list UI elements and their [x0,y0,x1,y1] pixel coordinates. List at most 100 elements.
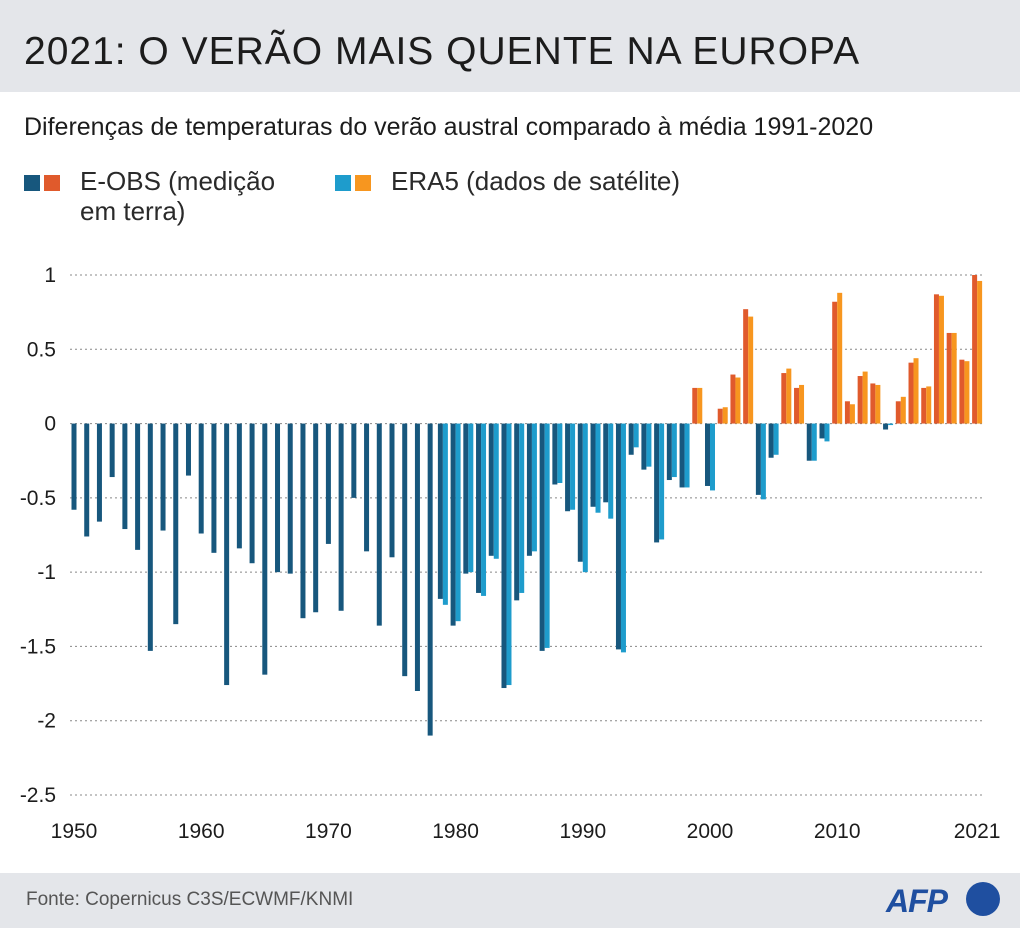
bar-eobs [160,423,166,531]
bar-eobs [895,401,901,424]
bar-era5 [938,295,944,424]
legend-label-eobs: E-OBS (medição em terra) [80,166,276,226]
bar-era5 [773,423,779,455]
bar-eobs [615,423,621,650]
legend-swatch-eobs-negative [24,175,40,191]
bar-eobs [603,423,609,503]
y-axis-ticks: 1 0.5 0 -0.5 -1 -1.5 -2 -2.5 [20,264,56,807]
bar-eobs [135,423,141,550]
bar-eobs [287,423,293,574]
bar-eobs [641,423,647,470]
bar-eobs [679,423,685,488]
bar-eobs [262,423,268,675]
bar-eobs [236,423,242,549]
bar-era5 [659,423,665,540]
x-tick-label: 1960 [178,820,225,843]
bar-eobs [338,423,344,611]
bar-era5 [913,358,919,424]
bar-era5 [849,404,855,424]
bar-eobs [427,423,433,736]
legend-swatch-era5-positive [355,175,371,191]
bar-era5 [697,387,703,424]
bar-era5 [646,423,652,467]
bar-era5 [862,371,868,424]
bar-eobs [565,423,571,512]
bar-eobs [921,387,927,424]
bar-eobs [730,374,736,424]
bar-eobs [908,362,914,424]
bar-eobs [552,423,558,485]
y-tick-label: -2 [37,710,56,733]
bar-era5 [837,292,843,424]
bar-eobs [173,423,179,625]
bar-eobs [946,332,952,424]
bar-eobs [717,408,723,424]
y-tick-label: -1.5 [20,635,56,658]
bar-era5 [824,423,830,442]
bar-eobs [300,423,306,619]
legend-item-eobs: E-OBS (medição em terra) [24,166,314,228]
bar-era5 [735,377,741,424]
bar-era5 [875,384,881,424]
bar-eobs [768,423,774,458]
bar-era5 [964,361,970,424]
bar-eobs [198,423,204,534]
bar-eobs [389,423,395,558]
footer: Fonte: Copernicus C3S/ECWMF/KNMI AFP [0,873,1020,928]
bar-eobs [450,423,456,626]
bar-era5 [684,423,690,488]
bar-eobs [959,359,965,424]
bar-eobs [743,309,749,424]
bar-eobs [870,383,876,424]
bar-eobs [147,423,153,651]
bar-era5 [481,423,487,596]
bar-eobs [414,423,420,691]
bar-era5 [722,407,728,424]
bar-eobs [96,423,102,522]
bar-eobs [488,423,494,556]
bar-eobs [514,423,520,601]
bar-eobs [526,423,532,556]
bar-eobs [211,423,217,553]
y-tick-label: 0 [44,413,56,436]
bar-era5 [582,423,588,573]
bar-era5 [799,384,805,424]
bar-era5 [620,423,626,653]
bar-era5 [710,423,715,491]
x-tick-label: 1970 [305,820,352,843]
x-tick-label: 2000 [687,820,734,843]
bar-eobs [351,423,357,498]
y-tick-label: -1 [37,561,56,584]
bar-era5 [888,423,894,426]
bar-eobs [501,423,507,689]
bars [71,275,983,736]
bar-era5 [455,423,461,622]
y-tick-label: -2.5 [20,784,56,807]
bar-eobs [84,423,90,537]
bar-eobs [666,423,672,481]
chart-subtitle: Diferenças de temperaturas do verão aust… [24,113,874,141]
bar-era5 [544,423,550,648]
bar-eobs [692,387,698,424]
bar-eobs [364,423,370,552]
bar-era5 [531,423,537,552]
bar-era5 [786,368,792,424]
x-tick-label: 2010 [814,820,861,843]
bar-era5 [926,386,932,424]
bar-eobs [705,423,710,486]
bar-era5 [748,316,754,424]
afp-logo-text: AFP [886,883,948,919]
bar-era5 [595,423,601,513]
bar-era5 [506,423,512,686]
x-tick-label: 1990 [559,820,606,843]
chart-title: 2021: O VERÃO MAIS QUENTE NA EUROPA [24,30,861,73]
bar-eobs [185,423,191,476]
afp-logo-dot [966,882,1000,916]
bar-eobs [794,387,800,424]
bar-eobs [755,423,761,495]
bar-era5 [951,332,957,424]
x-tick-label: 2021 [954,820,1001,843]
bar-eobs [275,423,281,573]
afp-logo: AFP [886,879,1006,921]
bar-era5 [570,423,576,510]
